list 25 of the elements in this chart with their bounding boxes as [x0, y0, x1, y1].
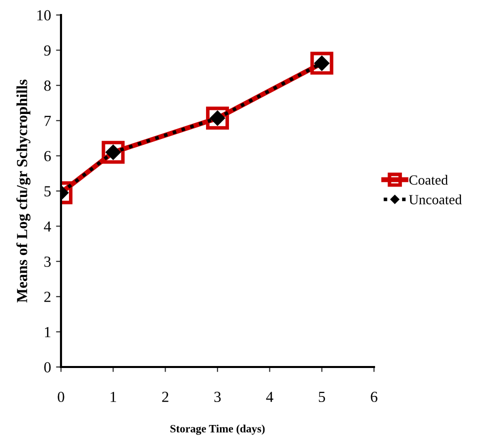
x-tick-label: 0 [58, 392, 64, 402]
x-tick-label: 1 [110, 392, 116, 402]
y-tick-label: 9 [44, 45, 51, 56]
y-tick-label: 2 [44, 292, 50, 302]
x-tick-label: 4 [266, 392, 274, 402]
y-tick-label: 3 [44, 256, 51, 267]
x-tick-label: 2 [162, 392, 168, 402]
y-tick-label: 8 [44, 80, 51, 91]
y-tick-label: 6 [44, 150, 51, 162]
x-tick-label: 3 [214, 392, 221, 402]
point [102, 140, 125, 164]
y-tick-label: 7 [44, 116, 51, 126]
y-tick-label: 5 [44, 186, 51, 196]
x-axis-title: Storage Time (days) [170, 424, 265, 435]
y-tick-label: 4 [44, 221, 52, 232]
point [310, 52, 334, 75]
y-axis-title: Means of Log cfu/gr Schycrophills [16, 80, 30, 303]
y-tick-label: 0 [44, 362, 51, 372]
legend-label: Uncoated [409, 194, 462, 204]
legend-label: Coated [409, 174, 448, 185]
point [206, 106, 229, 130]
x-tick-label: 5 [318, 392, 326, 402]
y-tick-label: 1 [44, 327, 50, 338]
x-tick-label: 6 [370, 392, 378, 402]
y-tick-label: 10 [37, 10, 51, 20]
